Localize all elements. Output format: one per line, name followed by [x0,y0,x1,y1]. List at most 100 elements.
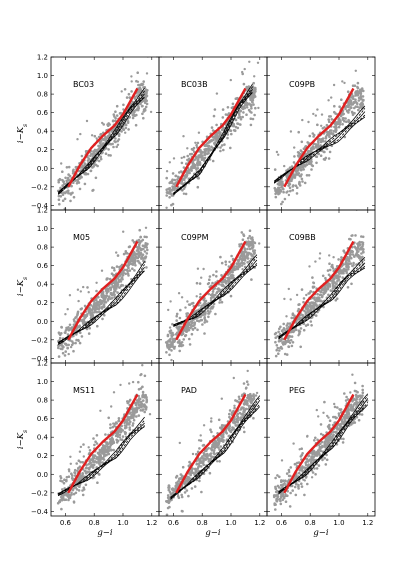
scatter-point [175,314,178,318]
y-tick-label: 1.2 [37,207,48,215]
scatter-point [333,405,337,409]
scatter-point [185,312,188,316]
scatter-point [101,317,104,321]
scatter-point [328,283,332,286]
scatter-point [213,446,217,450]
scatter-point [126,270,129,273]
scatter-point [131,414,134,418]
scatter-point [67,191,70,195]
scatter-point [226,276,229,280]
scatter-point [352,101,356,104]
scatter-point [289,466,293,469]
scatter-point [212,138,215,142]
scatter-point [207,281,211,285]
scatter-point [95,137,98,140]
scatter-point [354,69,357,73]
scatter-point [78,450,82,453]
scatter-point [99,132,103,136]
scatter-point [121,435,125,438]
scatter-point [231,274,235,277]
scatter-point [358,91,361,95]
scatter-point [188,169,192,172]
scatter-point [142,399,145,402]
scatter-point [231,102,235,106]
scatter-point [176,178,179,181]
scatter-point [131,252,135,256]
scatter-point [104,138,108,141]
scatter-point [132,412,135,415]
scatter-point [125,418,128,422]
scatter-point [200,490,203,494]
scatter-point [337,125,341,129]
scatter-point [83,162,87,165]
scatter-point [243,105,246,109]
scatter-point [113,267,116,270]
model-track [273,114,366,184]
scatter-point [278,339,282,343]
scatter-point [94,176,98,180]
scatter-point [102,297,106,301]
scatter-point [330,96,333,99]
scatter-point [286,339,290,343]
scatter-point [195,156,198,160]
scatter-point [86,159,90,162]
scatter-point [177,176,181,179]
scatter-point [251,100,254,104]
scatter-point [165,351,168,354]
scatter-point [141,393,145,396]
scatter-point [315,161,318,165]
scatter-point [173,345,177,348]
scatter-point [311,276,314,279]
scatter-point [244,387,248,390]
scatter-point [119,264,123,268]
scatter-point [134,123,138,127]
scatter-point [230,132,233,136]
scatter-point [321,274,325,278]
scatter-point [100,457,103,460]
scatter-point [253,252,256,255]
scatter-point [174,181,177,185]
scatter-point [102,452,106,455]
scatter-point [136,80,140,84]
scatter-point [203,457,207,461]
scatter-point [90,464,93,468]
scatter-point [131,267,134,271]
scatter-point [336,279,339,283]
scatter-point [232,124,235,128]
scatter-point [182,135,185,138]
scatter-point [165,194,168,197]
scatter-point [145,72,149,75]
scatter-point [204,453,208,457]
scatter-point [77,489,81,492]
scatter-point [85,327,89,331]
scatter-point [229,294,233,298]
scatter-point [57,331,61,335]
scatter-point [243,250,246,254]
scatter-point [59,186,62,190]
model-track [273,105,366,182]
scatter-point [233,406,236,410]
scatter-point [246,247,249,251]
scatter-point [225,432,228,435]
model-track [170,395,261,499]
scatter-point [173,340,176,343]
scatter-point [144,255,148,258]
y-tick-label: 0.0 [37,471,48,479]
scatter-point [114,431,118,435]
scatter-point [230,106,234,110]
scatter-point [352,95,355,98]
scatter-point [280,347,284,350]
scatter-point [145,252,149,255]
y-tick-label: −0.4 [31,508,49,516]
scatter-point [182,187,186,190]
scatter-point [277,330,280,334]
scatter-point [140,52,142,54]
scatter-point [65,475,69,479]
scatter-point [201,313,205,317]
scatter-point [230,411,234,414]
scatter-point [212,451,216,454]
panel-label: C09BB [289,233,316,242]
scatter-point [238,243,241,246]
scatter-point [300,482,303,486]
scatter-point [174,174,178,178]
